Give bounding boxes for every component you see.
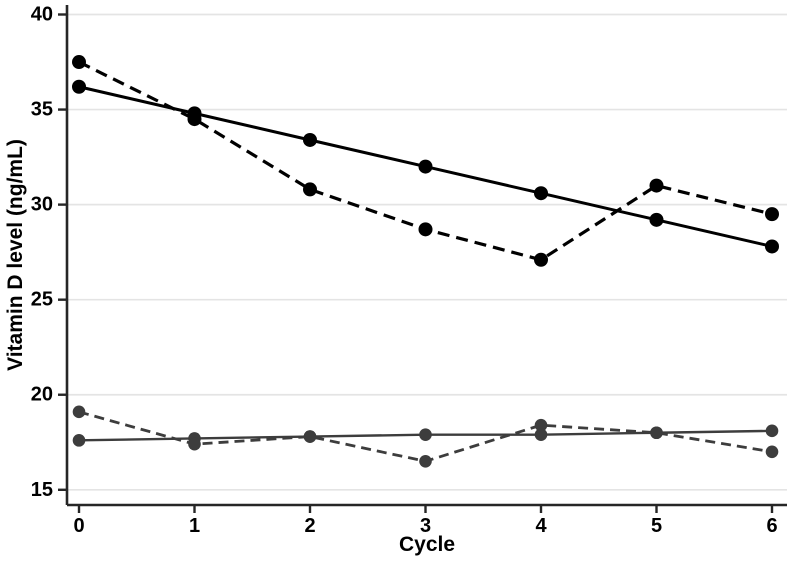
series-gray-dashed-observed-point	[765, 445, 779, 459]
series-black-solid-trend-point	[303, 132, 317, 147]
series-gray-dashed-observed-point	[650, 426, 663, 440]
series-black-dashed-observed-point	[418, 222, 433, 237]
series-black-solid-trend-point	[534, 186, 548, 201]
y-tick-label: 20	[31, 384, 53, 406]
axis-layer: 15 20 25 30 35 40 0 1 2 3 4 5 6	[31, 4, 787, 537]
series-gray-dashed-observed-point	[534, 418, 548, 432]
series-black-dashed-observed-point	[303, 182, 317, 197]
x-tick-label: 1	[189, 515, 200, 537]
x-tick-label: 6	[766, 515, 777, 537]
series-layer	[72, 55, 779, 468]
series-gray-dashed-observed-point	[188, 437, 201, 451]
y-tick-label: 40	[31, 4, 53, 26]
x-tick-label: 0	[73, 515, 84, 537]
series-black-dashed-observed-point	[534, 252, 548, 267]
x-axis-title: Cycle	[399, 533, 455, 556]
series-black-dashed-observed-point	[649, 178, 664, 193]
series-gray-dashed-observed-point	[419, 454, 432, 468]
series-gray-dashed-observed-point	[72, 405, 86, 419]
series-gray-solid-trend-point	[534, 428, 548, 441]
series-gray-solid-trend-point	[419, 428, 432, 441]
x-tick-label: 2	[304, 515, 315, 537]
series-black-solid-trend-point	[765, 239, 779, 254]
y-axis-title: Vitamin D level (ng/mL)	[4, 139, 27, 371]
series-gray-solid-trend-point	[72, 434, 86, 447]
y-tick-label: 30	[31, 194, 53, 216]
series-gray-solid-trend-point	[765, 424, 779, 438]
y-tick-label: 25	[31, 289, 53, 311]
x-tick-label: 3	[420, 515, 431, 537]
series-black-solid-trend-point	[72, 79, 86, 94]
x-tick-label: 4	[535, 515, 547, 537]
series-black-dashed-observed-point	[72, 55, 86, 70]
series-gray-dashed-observed-point	[303, 430, 317, 443]
x-tick-label: 5	[651, 515, 662, 537]
y-tick-label: 15	[31, 479, 53, 501]
series-black-dashed-observed-point	[765, 207, 779, 222]
grid-layer	[68, 13, 787, 491]
series-black-solid-trend-point	[649, 212, 664, 227]
series-black-dashed-observed-point	[187, 112, 202, 127]
y-tick-label: 35	[31, 99, 53, 121]
series-black-solid-trend-point	[418, 159, 433, 174]
